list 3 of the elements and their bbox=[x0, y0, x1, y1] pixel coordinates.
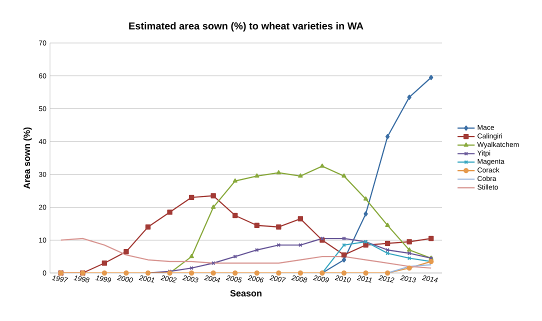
x-axis-title: Season bbox=[230, 290, 262, 296]
y-axis-title: Area sown (%) bbox=[23, 127, 32, 189]
chart-title: Estimated area sown (%) to wheat varieties in WA bbox=[129, 22, 364, 32]
